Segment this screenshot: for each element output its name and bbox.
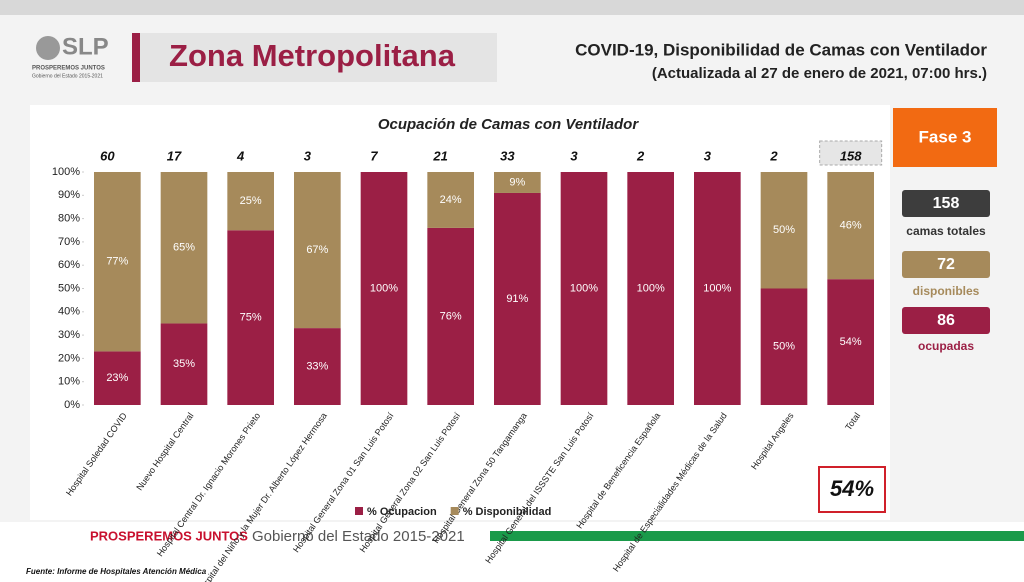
available-beds: 72: [937, 256, 955, 273]
y-tick-label: 90%: [58, 189, 80, 201]
bar-segment: [227, 230, 274, 405]
subtitle: (Actualizada al 27 de enero de 2021, 07:…: [652, 65, 987, 82]
bed-count: 4: [236, 148, 245, 163]
bar-segment: [494, 172, 541, 193]
value-label: 100%: [370, 282, 398, 294]
value-label: 100%: [637, 282, 665, 294]
y-tick-label: 50%: [58, 282, 80, 294]
legend-swatch: [355, 507, 363, 515]
bed-count: 2: [769, 148, 778, 163]
bar-segment: [494, 192, 541, 405]
total-percent-box: [818, 466, 886, 513]
legend-label: % Disponibilidad: [463, 506, 552, 518]
value-label: 100%: [570, 282, 598, 294]
y-tick-label: 20%: [58, 352, 80, 364]
phase: Fase 3: [919, 127, 972, 146]
top-band: [0, 0, 1024, 15]
bar-segment: [160, 172, 208, 324]
bar-segment: [427, 227, 474, 405]
bar-segment: [694, 172, 741, 405]
bar-segment: [160, 323, 208, 405]
value-label: 33%: [306, 360, 328, 372]
bar-segment: [294, 328, 341, 405]
value-label: 46%: [840, 219, 862, 231]
y-tick-label: 100%: [52, 166, 80, 178]
total-percent: 54%: [830, 476, 874, 501]
y-tick-label: 0%: [64, 399, 80, 411]
total-label: camas totales: [906, 224, 986, 238]
value-label: 91%: [506, 293, 528, 305]
bar-segment: [627, 172, 674, 405]
logo-icon: [36, 36, 60, 60]
bar-segment: [760, 288, 808, 405]
footer-government: Gobierno del Estado 2015-2021: [252, 528, 465, 545]
occupied-label: ocupadas: [918, 339, 974, 353]
value-label: 50%: [773, 224, 795, 236]
chart-title: Ocupación de Camas con Ventilador: [378, 116, 640, 133]
bed-count: 33: [500, 148, 515, 163]
value-label: 75%: [240, 312, 262, 324]
bar-segment: [227, 172, 274, 231]
bed-count: 3: [304, 148, 312, 163]
bar-segment: [427, 172, 474, 228]
value-label: 50%: [773, 341, 795, 353]
footer-brand: PROSPEREMOS JUNTOS: [90, 528, 248, 543]
legend-label: % Ocupacion: [367, 506, 437, 518]
zone-title: Zona Metropolitana: [169, 38, 456, 73]
bar-segment: [294, 172, 341, 329]
value-label: 24%: [440, 194, 462, 206]
bar-segment: [827, 279, 874, 405]
bed-count: 60: [100, 148, 115, 163]
phase-box: [893, 108, 997, 167]
value-label: 65%: [173, 242, 195, 254]
legend-swatch: [450, 507, 459, 515]
y-tick-label: 40%: [58, 306, 80, 318]
bed-count: 2: [636, 148, 645, 163]
value-label: 54%: [840, 336, 862, 348]
bar-segment: [760, 172, 808, 289]
occupied-box: [902, 307, 990, 334]
bed-count: 3: [570, 148, 578, 163]
occupied-beds: 86: [937, 312, 955, 329]
bar-segment: [94, 351, 141, 405]
bed-count: 158: [840, 148, 862, 163]
logo-line: Gobierno del Estado 2015-2021: [32, 73, 103, 79]
y-tick-label: 10%: [58, 376, 80, 388]
bar-segment: [827, 172, 874, 280]
value-label: 25%: [240, 195, 262, 207]
bed-count: 7: [370, 148, 378, 163]
bed-count: 21: [432, 148, 447, 163]
bar-segment: [560, 172, 608, 405]
available-box: [902, 251, 990, 278]
bar-segment: [360, 172, 408, 405]
value-label: 67%: [306, 244, 328, 256]
value-label: 76%: [440, 310, 462, 322]
bar-segment: [94, 172, 141, 352]
value-label: 9%: [509, 176, 525, 188]
y-tick-label: 70%: [58, 236, 80, 248]
value-label: 35%: [173, 358, 195, 370]
total-box: [902, 190, 990, 217]
y-tick-label: 60%: [58, 259, 80, 271]
y-tick-label: 30%: [58, 329, 80, 341]
value-label: 77%: [106, 256, 128, 268]
value-label: 23%: [106, 372, 128, 384]
y-tick-label: 80%: [58, 213, 80, 225]
zone-box: [132, 33, 497, 82]
bed-count: 17: [167, 148, 182, 163]
title: COVID-19, Disponibilidad de Camas con Ve…: [575, 40, 987, 59]
footer-stripe: [490, 531, 1024, 541]
logo-line: PROSPEREMOS JUNTOS: [32, 66, 105, 72]
value-label: 100%: [703, 282, 731, 294]
total-count-box: [819, 140, 883, 166]
bed-count: 3: [704, 148, 712, 163]
total-beds: 158: [933, 195, 960, 212]
available-label: disponibles: [913, 284, 980, 298]
source: Fuente: Informe de Hospitales Atención M…: [26, 567, 207, 576]
logo-mark: SLP: [62, 33, 109, 60]
zone-accent: [132, 33, 140, 82]
